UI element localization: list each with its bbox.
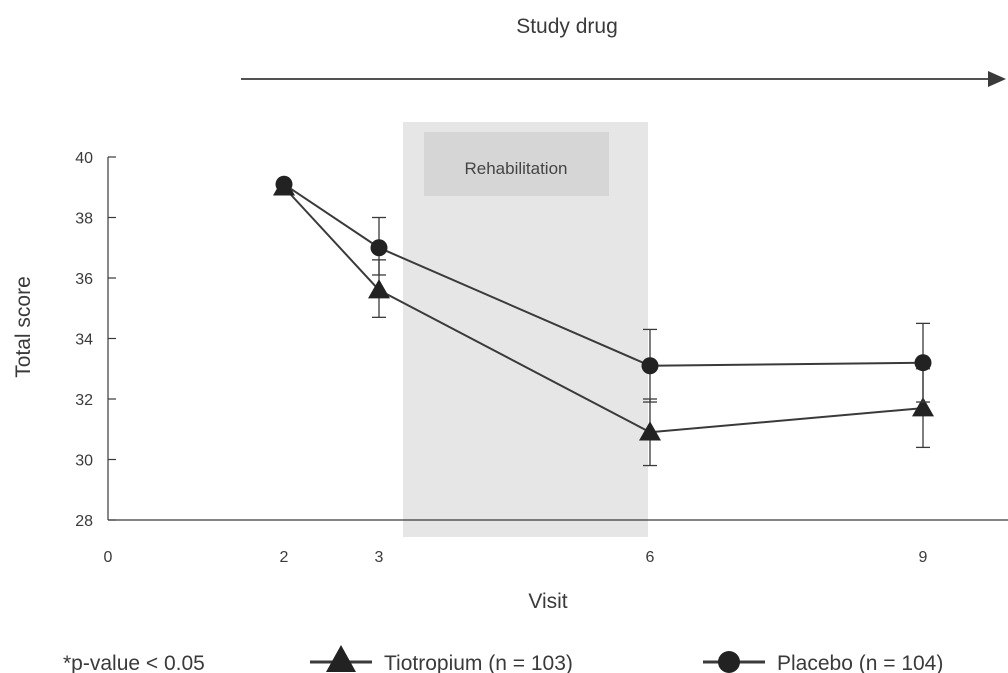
rehabilitation-label-box	[424, 132, 609, 196]
legend-circle-icon	[718, 651, 740, 673]
x-tick-label: 6	[646, 549, 655, 566]
y-tick-label: 30	[75, 453, 93, 470]
y-tick-label: 38	[75, 211, 93, 228]
y-tick-label: 32	[75, 392, 93, 409]
data-point	[368, 279, 390, 299]
rehabilitation-label: Rehabilitation	[464, 159, 567, 178]
y-tick-label: 40	[75, 150, 93, 167]
legend-label-placebo: Placebo (n = 104)	[777, 652, 943, 673]
y-axis-title: Total score	[12, 276, 35, 378]
arrow-head-icon	[988, 71, 1006, 87]
series-group	[273, 175, 934, 467]
data-point	[641, 357, 659, 375]
y-tick-label: 36	[75, 271, 93, 288]
data-point	[914, 354, 932, 372]
series-placebo	[275, 175, 932, 403]
data-point	[275, 175, 293, 193]
legend-triangle-icon	[326, 645, 356, 672]
x-axis-title: Visit	[528, 590, 567, 613]
p-value-note: *p-value < 0.05	[63, 652, 205, 673]
rehabilitation-band: Rehabilitation	[403, 122, 648, 537]
study-drug-arrow	[241, 71, 1006, 87]
x-tick-label: 3	[375, 549, 384, 566]
x-tick-label: 0	[104, 549, 113, 566]
data-point	[639, 421, 661, 441]
study-drug-label: Study drug	[516, 15, 618, 38]
series-line	[283, 186, 924, 434]
x-tick-label: 2	[280, 549, 289, 566]
legend: *p-value < 0.05 Tiotropium (n = 103) Place…	[63, 645, 943, 673]
x-tick-label: 9	[919, 549, 928, 566]
data-point	[370, 239, 388, 257]
legend-label-tiotropium: Tiotropium (n = 103)	[384, 652, 573, 673]
data-point	[912, 397, 934, 417]
y-tick-label: 34	[75, 332, 93, 349]
series-line	[283, 183, 924, 367]
y-tick-label: 28	[75, 513, 93, 530]
